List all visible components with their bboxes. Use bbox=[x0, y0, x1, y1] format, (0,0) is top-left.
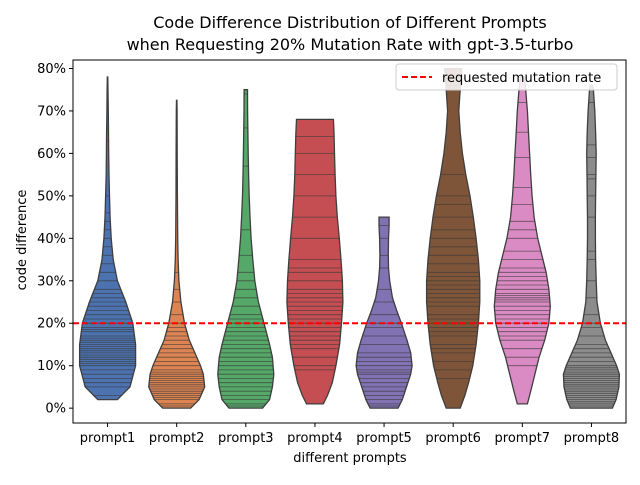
chart-title-line2: when Requesting 20% Mutation Rate with g… bbox=[127, 35, 574, 54]
violin-body bbox=[286, 118, 344, 405]
violin-layer bbox=[78, 67, 621, 409]
violin-body bbox=[148, 99, 206, 409]
x-tick-label: prompt5 bbox=[356, 431, 412, 446]
y-tick-label: 50% bbox=[37, 189, 66, 204]
x-tick-label: prompt1 bbox=[80, 431, 136, 446]
y-tick-label: 10% bbox=[37, 359, 66, 374]
y-tick-label: 20% bbox=[37, 317, 66, 332]
axes-layer: 0% 10% 20% 30% 40% 50% 60% 70% 80% prompt1 prompt2… bbox=[37, 59, 627, 446]
x-tick-label: prompt7 bbox=[495, 431, 551, 446]
x-tick-label: prompt6 bbox=[425, 431, 481, 446]
violin-prompt2 bbox=[148, 99, 206, 409]
violin-prompt1 bbox=[78, 76, 137, 401]
legend-label-reference-line: requested mutation rate bbox=[442, 71, 601, 86]
y-tick-label: 30% bbox=[37, 274, 66, 289]
violin-prompt4 bbox=[286, 118, 344, 405]
y-axis-label: code difference bbox=[15, 190, 30, 291]
x-tick-label: prompt4 bbox=[287, 431, 343, 446]
legend-frame bbox=[395, 63, 618, 91]
violin-prompt5 bbox=[355, 216, 413, 409]
plot-frame bbox=[72, 59, 627, 424]
legend: requested mutation rate bbox=[395, 63, 618, 91]
y-tick-label: 60% bbox=[37, 147, 66, 162]
violin-prompt7 bbox=[493, 76, 551, 405]
x-tick-label: prompt3 bbox=[218, 431, 274, 446]
chart-title-line1: Code Difference Distribution of Differen… bbox=[153, 13, 547, 32]
y-tick-label: 80% bbox=[37, 62, 66, 77]
x-tick-label: prompt2 bbox=[149, 431, 205, 446]
violin-prompt8 bbox=[562, 84, 621, 409]
x-axis-label: different prompts bbox=[293, 451, 407, 466]
y-tick-label: 0% bbox=[45, 402, 66, 417]
y-tick-label: 40% bbox=[37, 232, 66, 247]
y-tick-label: 70% bbox=[37, 104, 66, 119]
x-tick-label: prompt8 bbox=[564, 431, 620, 446]
